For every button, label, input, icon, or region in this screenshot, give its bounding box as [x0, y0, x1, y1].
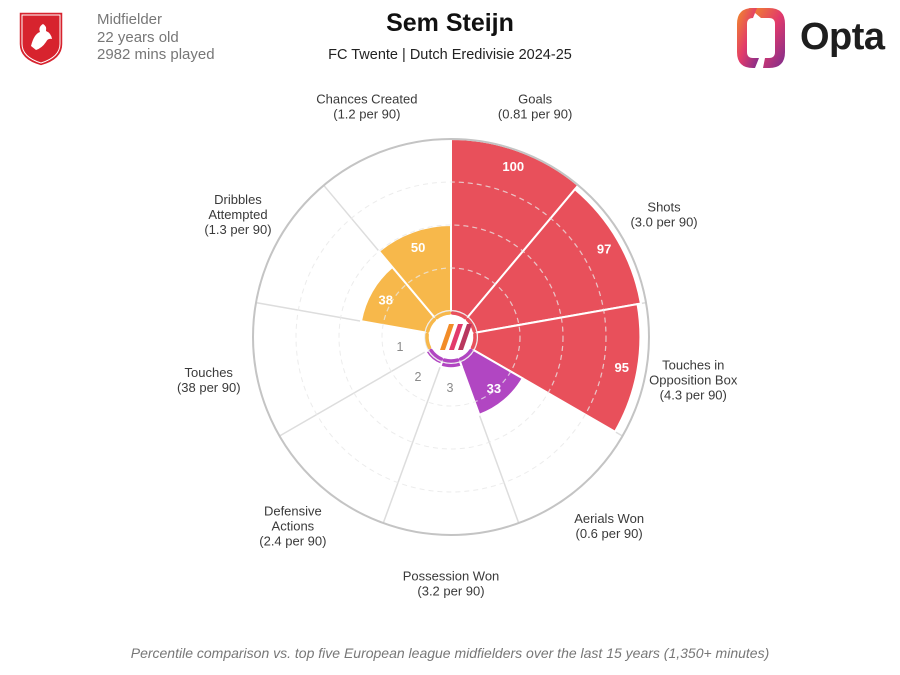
player-info: Midfielder 22 years old 2982 mins played	[97, 11, 215, 64]
category-label: Dribbles	[214, 192, 262, 207]
category-label: (4.3 per 90)	[660, 388, 727, 403]
center-arc	[425, 317, 437, 333]
player-name-title: Sem Steijn	[386, 9, 514, 37]
category-label: (3.0 per 90)	[630, 215, 697, 230]
center-ring-label: 1	[397, 340, 404, 354]
center-arc	[465, 317, 477, 333]
opta-logo-icon	[737, 8, 785, 68]
center-arc	[470, 332, 477, 350]
footnote: Percentile comparison vs. top five Europ…	[130, 645, 770, 661]
center-logo-slash	[458, 324, 472, 350]
category-label: (0.6 per 90)	[576, 526, 643, 541]
center-ring-label: 3	[447, 381, 454, 395]
value-label: 50	[411, 240, 425, 255]
center-ring-label: 2	[415, 370, 422, 384]
grid-ring-dashed	[381, 267, 521, 407]
grid-ring-dashed	[295, 181, 607, 493]
category-label: Shots	[647, 200, 681, 215]
category-label: Actions	[272, 518, 315, 533]
center-arc	[429, 348, 443, 361]
value-label: 95	[615, 360, 629, 375]
center-arc	[450, 311, 467, 320]
category-label: Attempted	[208, 207, 267, 222]
value-label: 100	[502, 159, 524, 174]
grid-ring-dashed-light	[381, 267, 521, 407]
value-label: 97	[597, 242, 611, 257]
value-label: 38	[379, 292, 393, 307]
category-label: Touches	[185, 365, 234, 380]
category-label: Defensive	[264, 503, 322, 518]
category-label: (1.2 per 90)	[333, 106, 400, 121]
category-label: Touches in	[662, 358, 724, 373]
grid-ring-dashed	[338, 224, 564, 450]
player-minutes: 2982 mins played	[97, 46, 215, 63]
category-label: Aerials Won	[574, 511, 644, 526]
category-label: (0.81 per 90)	[498, 106, 572, 121]
outer-ring	[252, 138, 650, 536]
player-age: 22 years old	[97, 28, 179, 46]
category-label: Chances Created	[316, 91, 417, 106]
center-arc	[425, 332, 432, 350]
value-label: 33	[487, 381, 501, 396]
center-logo-slash	[449, 324, 463, 350]
category-label: (1.3 per 90)	[204, 222, 271, 237]
center-logo-slash	[440, 324, 454, 350]
grid-spoke	[382, 361, 443, 524]
grid-ring-dashed-light	[295, 181, 607, 493]
grid-ring-dashed-light	[338, 224, 564, 450]
category-label: Possession Won	[403, 569, 500, 584]
category-label: Opposition Box	[649, 373, 738, 388]
club-crest-logo	[18, 11, 64, 67]
category-label: (2.4 per 90)	[259, 533, 326, 548]
club-competition-subtitle: FC Twente | Dutch Eredivisie 2024-25	[328, 47, 572, 63]
center-arc	[442, 358, 460, 363]
category-label: Goals	[518, 91, 552, 106]
center-disc	[424, 310, 478, 364]
center-arc	[459, 348, 473, 361]
opta-wordmark: Opta	[800, 16, 885, 58]
category-label: (38 per 90)	[177, 380, 241, 395]
player-position: Midfielder	[97, 11, 163, 28]
center-arc	[435, 311, 452, 320]
category-label: (3.2 per 90)	[417, 584, 484, 599]
